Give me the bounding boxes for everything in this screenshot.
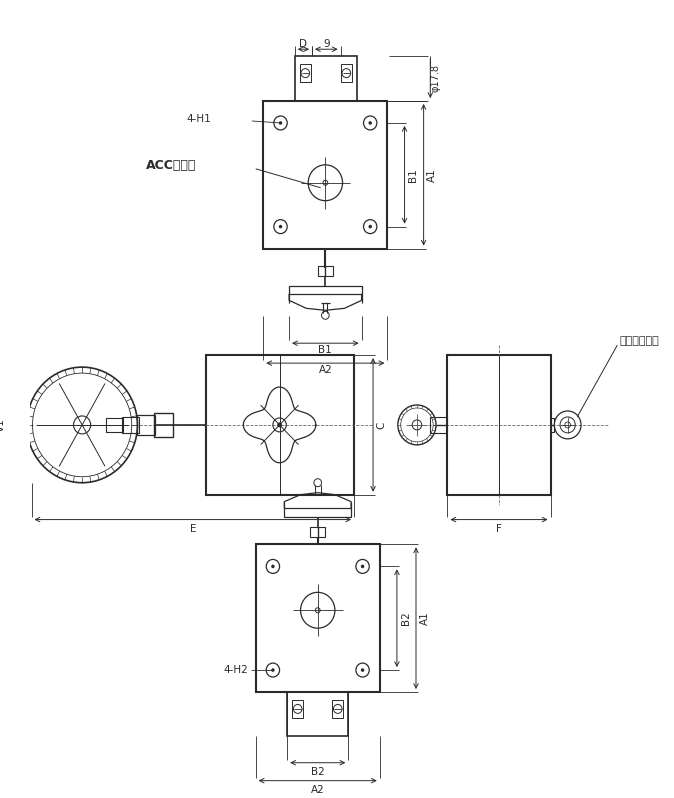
Text: B2: B2 [400, 611, 410, 625]
Circle shape [279, 225, 282, 228]
Circle shape [277, 422, 282, 428]
Bar [317, 267, 333, 276]
Text: A1: A1 [420, 611, 429, 625]
Text: D: D [299, 39, 307, 49]
Bar [255, 544, 379, 692]
Text: B2: B2 [311, 767, 325, 776]
Text: 4-H2: 4-H2 [223, 665, 248, 675]
Text: A2: A2 [311, 784, 325, 795]
Text: C: C [377, 421, 387, 429]
Bar [284, 508, 351, 516]
Circle shape [369, 225, 372, 228]
Text: ドレンポート: ドレンポート [619, 336, 659, 346]
Circle shape [361, 668, 364, 672]
Bar [295, 56, 357, 101]
Bar [287, 692, 348, 736]
Text: F: F [496, 523, 502, 534]
Circle shape [361, 565, 364, 568]
Text: V1: V1 [0, 418, 6, 432]
Bar [137, 415, 154, 435]
Bar [206, 355, 354, 495]
Bar [340, 64, 352, 82]
Bar [264, 101, 388, 248]
Bar [154, 413, 173, 437]
Bar [430, 417, 448, 433]
Text: 9: 9 [323, 39, 330, 49]
Text: A2: A2 [319, 365, 332, 375]
Circle shape [279, 121, 282, 124]
Bar [122, 417, 140, 433]
Text: ACCポート: ACCポート [146, 160, 197, 172]
Bar [332, 700, 344, 718]
Circle shape [369, 121, 372, 124]
Text: A1: A1 [427, 168, 437, 182]
Circle shape [271, 668, 274, 672]
Bar [310, 527, 326, 536]
Bar [551, 418, 554, 432]
Circle shape [271, 565, 274, 568]
Text: E: E [189, 523, 196, 534]
Bar [289, 286, 362, 294]
Text: 4-H1: 4-H1 [186, 114, 211, 124]
Text: φ17.8: φ17.8 [430, 64, 440, 92]
Text: B1: B1 [408, 168, 418, 182]
Bar [300, 64, 311, 82]
Bar [106, 418, 123, 432]
Bar [292, 700, 303, 718]
Text: B1: B1 [319, 346, 332, 355]
Bar [448, 355, 551, 495]
